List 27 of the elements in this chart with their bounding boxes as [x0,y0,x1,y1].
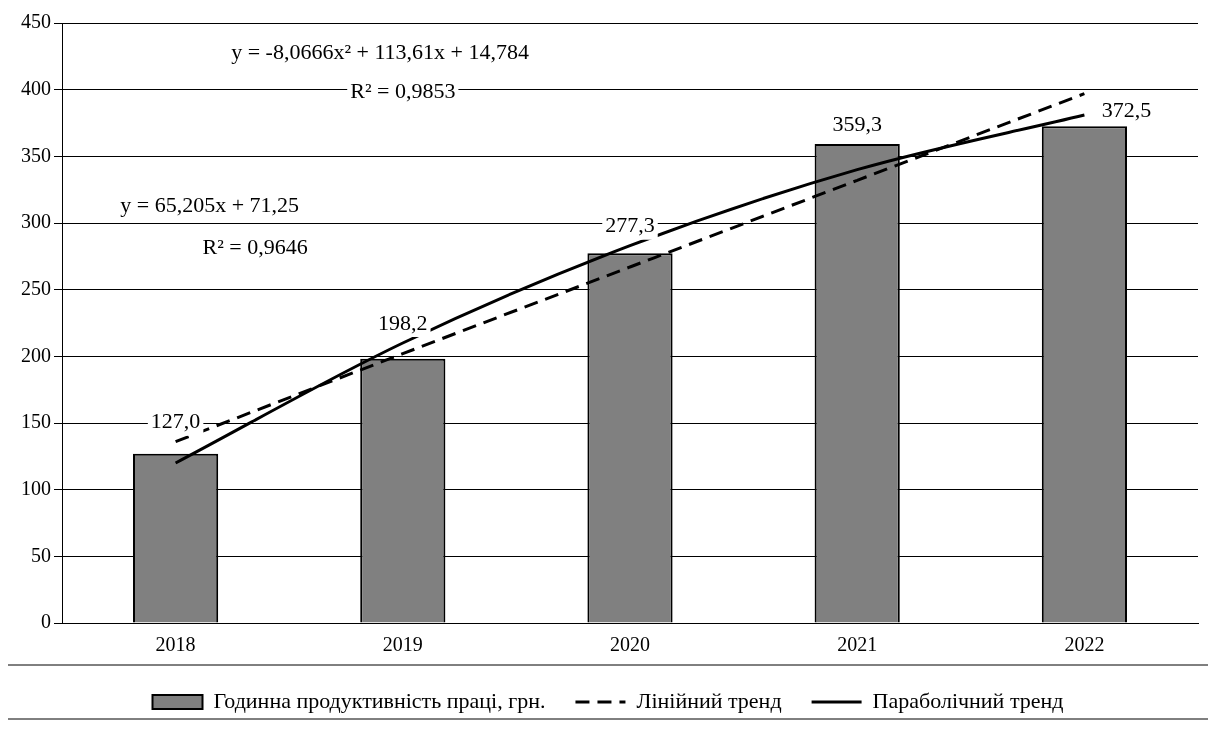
annotation: y = -8,0666x² + 113,61x + 14,784 [231,38,529,64]
legend-label: Годинна продуктивність праці, грн. [213,687,546,713]
x-tick-label: 2022 [1064,633,1105,656]
y-tick-label: 50 [31,543,51,566]
data-label: 198,2 [378,309,428,335]
data-label: 277,3 [605,212,655,238]
x-tick-label: 2019 [382,633,423,656]
annotation: R² = 0,9646 [202,233,308,259]
y-tick-label: 300 [21,210,51,233]
legend-label: Лінійний тренд [636,687,782,713]
y-tick-label: 200 [21,343,51,366]
y-tick-label: 100 [21,476,51,499]
data-label: 127,0 [150,408,201,434]
y-tick-label: 250 [21,276,51,299]
annotation: R² = 0,9853 [350,77,456,103]
y-tick-label: 0 [41,610,51,633]
y-tick-label: 150 [21,410,51,433]
y-tick-label: 400 [21,76,51,99]
x-tick-label: 2021 [837,633,878,656]
data-label: 359,3 [832,110,882,136]
x-tick-label: 2020 [610,633,650,656]
annotation: y = 65,205x + 71,25 [120,191,300,217]
legend-label: Параболічний тренд [872,687,1064,713]
data-label: 372,5 [1101,97,1152,123]
x-tick-label: 2018 [155,633,196,656]
y-tick-label: 350 [21,143,51,166]
y-tick-label: 450 [21,10,51,33]
